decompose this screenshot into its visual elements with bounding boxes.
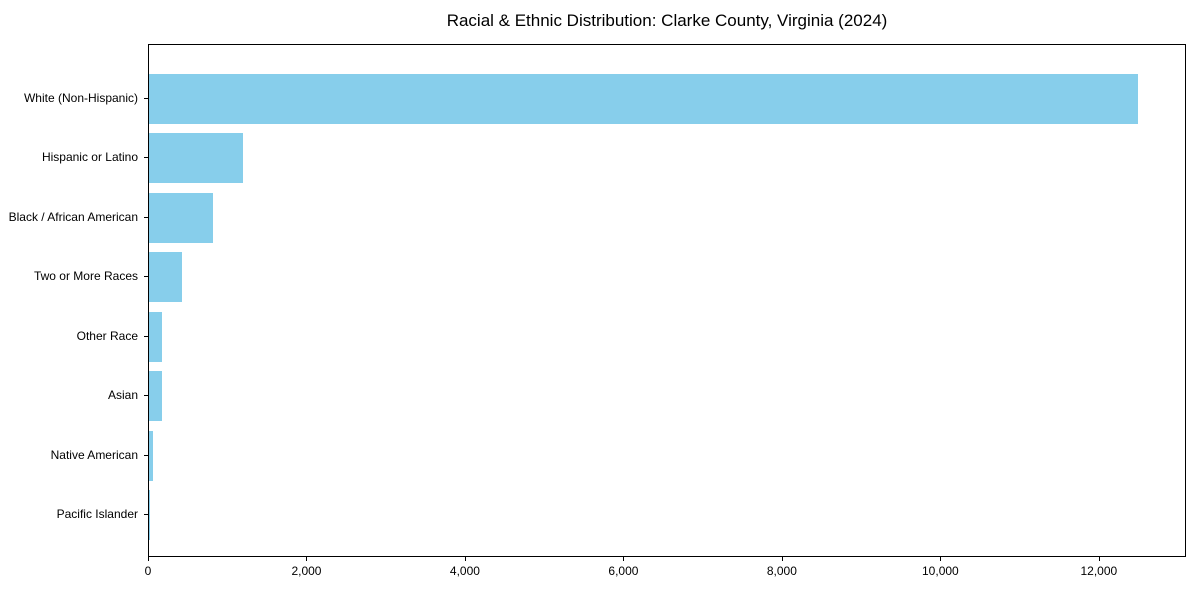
y-tick-label-pacific-islander: Pacific Islander [56,507,138,521]
x-tick-label-0: 0 [144,564,152,578]
y-tick-mark [144,514,148,515]
x-tick-label-8000: 8,000 [766,564,797,578]
x-tick-mark [623,557,625,561]
y-tick-mark [144,98,148,99]
x-tick-label-12000: 12,000 [1080,564,1118,578]
bar-native-american [149,430,153,481]
x-tick-mark [940,557,942,561]
x-tick-label-6000: 6,000 [608,564,639,578]
bar-pacific-islander [149,490,150,540]
y-tick-label-asian: Asian [107,388,138,403]
y-tick-label-black-african-american: Black / African American [8,209,138,224]
y-tick-label-hispanic-or-latino: Hispanic or Latino [41,150,138,165]
bar-two-or-more-races [149,252,183,303]
y-tick-label-native-american: Native American [50,447,138,462]
bar-asian [149,371,162,422]
plot-area [148,44,1186,557]
y-tick-mark [144,276,148,278]
bar-hispanic-or-latino [149,133,244,184]
y-tick-mark [144,216,148,218]
bar-other-race [149,311,163,362]
x-tick-label-10000: 10,000 [922,564,959,578]
y-tick-label-other-race: Other Race [76,328,138,343]
bar-white-non-hispanic [149,74,1138,124]
x-tick-label-2000: 2,000 [291,564,322,578]
y-tick-mark [144,335,148,337]
x-tick-mark [306,557,308,561]
x-tick-mark [148,557,149,561]
bar-black-african-american [149,192,213,243]
y-tick-mark [144,157,148,159]
x-tick-mark [464,557,466,561]
y-tick-label-white-non-hispanic: White (Non-Hispanic) [23,91,138,105]
x-tick-label-4000: 4,000 [449,564,480,578]
chart-title: Racial & Ethnic Distribution: Clarke Cou… [446,11,888,30]
y-tick-mark [144,454,148,456]
x-tick-mark [1098,557,1100,561]
y-tick-label-two-or-more-races: Two or More Races [33,269,138,284]
x-tick-mark [781,557,783,561]
y-tick-mark [144,395,148,397]
